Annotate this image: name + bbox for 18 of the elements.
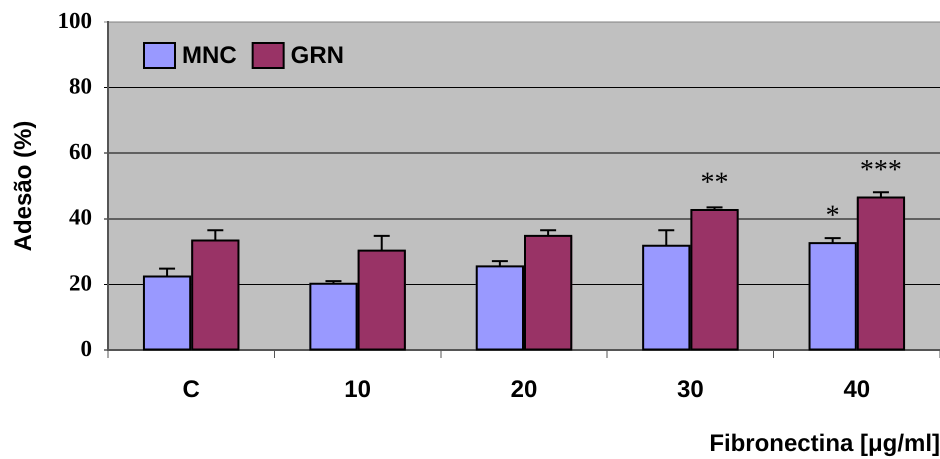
y-axis-title: Adesão (%) (10, 120, 38, 252)
annotation: ** (700, 166, 729, 198)
annotation: *** (860, 154, 902, 186)
y-tick-label: 0 (80, 336, 92, 361)
legend-label: MNC (182, 42, 237, 70)
legend-label: GRN (290, 42, 344, 70)
x-tick-label: 10 (344, 376, 371, 404)
annotation: * (826, 200, 840, 232)
x-tick-label: 30 (677, 376, 704, 404)
x-axis-title: Fibronectina [μg/ml] (709, 430, 940, 458)
y-tick-label: 80 (69, 74, 92, 99)
y-tick-label: 40 (69, 204, 92, 230)
x-tick-label: C (182, 376, 200, 404)
x-tick-label: 40 (843, 376, 870, 404)
y-tick-label: 60 (69, 139, 92, 164)
y-tick-label: 100 (58, 8, 92, 33)
x-tick-label: 20 (510, 376, 538, 404)
y-tick-label: 20 (69, 270, 92, 296)
